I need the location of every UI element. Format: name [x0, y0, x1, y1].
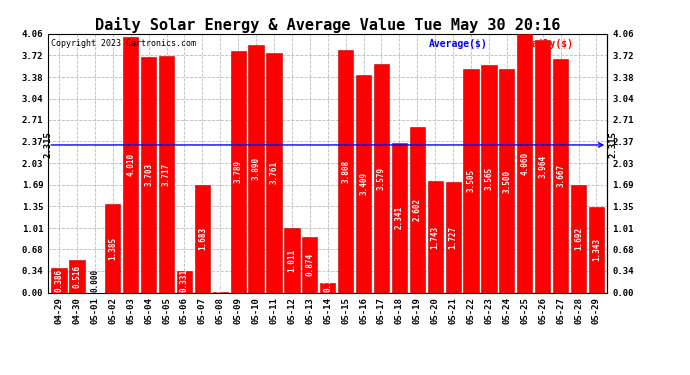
- Bar: [535, 40, 551, 292]
- Bar: [374, 64, 389, 292]
- Text: 3.500: 3.500: [502, 170, 511, 192]
- Text: 1.692: 1.692: [574, 227, 583, 250]
- Text: 0.147: 0.147: [323, 269, 333, 292]
- Text: 3.890: 3.890: [252, 157, 261, 180]
- Title: Daily Solar Energy & Average Value Tue May 30 20:16: Daily Solar Energy & Average Value Tue M…: [95, 16, 560, 33]
- Text: 0.874: 0.874: [306, 253, 315, 276]
- Bar: [392, 143, 407, 292]
- Bar: [428, 182, 443, 292]
- Text: 3.579: 3.579: [377, 167, 386, 190]
- Bar: [553, 59, 569, 292]
- Text: 0.331: 0.331: [180, 269, 189, 292]
- Text: 3.964: 3.964: [538, 154, 547, 178]
- Text: Average($): Average($): [428, 39, 487, 49]
- Text: 0.000: 0.000: [90, 269, 99, 292]
- Text: 3.703: 3.703: [144, 163, 153, 186]
- Text: 1.343: 1.343: [592, 238, 601, 261]
- Text: 3.789: 3.789: [234, 160, 243, 183]
- Text: 1.743: 1.743: [431, 225, 440, 249]
- Text: 4.010: 4.010: [126, 153, 135, 176]
- Bar: [284, 228, 299, 292]
- Text: 3.565: 3.565: [484, 167, 493, 190]
- Bar: [320, 283, 335, 292]
- Bar: [230, 51, 246, 292]
- Text: 0.003: 0.003: [216, 269, 225, 292]
- Bar: [302, 237, 317, 292]
- Text: 3.505: 3.505: [466, 169, 475, 192]
- Text: 3.409: 3.409: [359, 172, 368, 195]
- Bar: [266, 53, 282, 292]
- Bar: [52, 268, 67, 292]
- Text: 0.516: 0.516: [72, 264, 81, 288]
- Text: 3.761: 3.761: [270, 161, 279, 184]
- Text: 1.727: 1.727: [448, 226, 457, 249]
- Bar: [248, 45, 264, 292]
- Bar: [177, 272, 192, 292]
- Text: 2.315: 2.315: [609, 132, 618, 158]
- Bar: [159, 56, 174, 292]
- Text: 1.683: 1.683: [198, 227, 207, 251]
- Bar: [338, 50, 353, 292]
- Text: 2.341: 2.341: [395, 206, 404, 230]
- Text: 2.602: 2.602: [413, 198, 422, 221]
- Bar: [123, 37, 138, 292]
- Bar: [141, 57, 156, 292]
- Bar: [500, 69, 515, 292]
- Bar: [356, 75, 371, 292]
- Bar: [571, 184, 586, 292]
- Bar: [518, 34, 533, 292]
- Text: 2.315: 2.315: [43, 132, 52, 158]
- Bar: [105, 204, 120, 292]
- Text: 3.717: 3.717: [162, 162, 171, 186]
- Text: Daily($): Daily($): [526, 39, 573, 49]
- Bar: [482, 65, 497, 292]
- Text: 1.011: 1.011: [288, 249, 297, 272]
- Bar: [195, 185, 210, 292]
- Bar: [70, 260, 85, 292]
- Bar: [410, 127, 425, 292]
- Text: 3.808: 3.808: [341, 160, 350, 183]
- Text: 1.385: 1.385: [108, 237, 117, 260]
- Text: 3.667: 3.667: [556, 164, 565, 187]
- Text: 4.060: 4.060: [520, 152, 529, 175]
- Text: 0.386: 0.386: [55, 268, 63, 292]
- Text: Copyright 2023 Cartronics.com: Copyright 2023 Cartronics.com: [51, 39, 196, 48]
- Bar: [589, 207, 604, 292]
- Bar: [446, 182, 461, 292]
- Bar: [464, 69, 479, 292]
